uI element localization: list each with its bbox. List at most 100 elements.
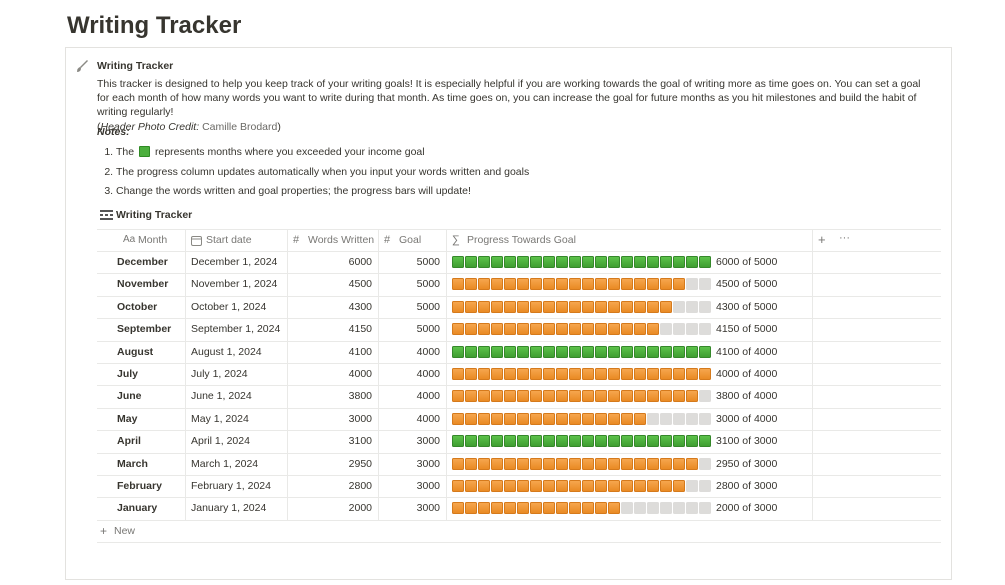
month-cell: July [117, 368, 139, 380]
progress-square [647, 368, 659, 380]
progress-square [478, 502, 490, 515]
note-text: The progress column updates automaticall… [116, 165, 530, 178]
progress-square [478, 368, 490, 380]
progress-square [530, 300, 542, 313]
progress-square [543, 323, 555, 336]
callout [65, 47, 952, 580]
progress-square [582, 480, 594, 492]
progress-square [621, 345, 633, 358]
progress-square [569, 256, 581, 268]
month-cell: December [117, 256, 168, 268]
progress-square [621, 480, 633, 492]
progress-square [517, 300, 529, 313]
goal-cell: 3000 [416, 502, 440, 515]
progress-square [582, 278, 594, 291]
progress-square [673, 345, 685, 358]
progress-square [543, 345, 555, 358]
words-cell: 2800 [348, 480, 372, 492]
goal-cell: 3000 [416, 435, 440, 448]
table-line [97, 385, 941, 387]
progress-square [582, 412, 594, 425]
progress-square [452, 480, 464, 492]
progress-square [608, 323, 620, 336]
new-row-button[interactable]: New [114, 524, 136, 537]
progress-square [634, 345, 646, 358]
progress-square [504, 345, 516, 358]
progress-square [452, 278, 464, 291]
credit-close: ) [277, 120, 281, 133]
progress-square [595, 345, 607, 358]
progress-square [556, 480, 568, 492]
progress-square [543, 300, 555, 313]
progress-square [530, 368, 542, 380]
goal-cell: 5000 [416, 278, 440, 291]
progress-square [686, 368, 698, 380]
credit-link[interactable]: Camille Brodard [202, 120, 278, 133]
column-header: Start date [206, 234, 252, 246]
month-cell: August [117, 345, 154, 358]
progress-label: 4100 of 4000 [716, 345, 778, 358]
progress-square [647, 390, 659, 403]
goal-cell: 4000 [416, 390, 440, 403]
progress-square [517, 480, 529, 492]
note-text: Change the words written and goal proper… [116, 185, 471, 198]
progress-square [452, 323, 464, 336]
progress-square [556, 278, 568, 291]
progress-label: 2000 of 3000 [716, 502, 778, 515]
table-line [97, 452, 941, 454]
progress-square [582, 368, 594, 380]
calendar-icon [191, 236, 202, 246]
progress-square [491, 435, 503, 448]
progress-bar [452, 323, 712, 336]
progress-bar [452, 368, 712, 380]
month-cell: May [117, 412, 138, 425]
more-button[interactable]: ··· [839, 232, 850, 244]
progress-square [647, 412, 659, 425]
progress-label: 6000 of 5000 [716, 256, 778, 268]
progress-bar [452, 412, 712, 425]
paragraph: This tracker is designed to help you kee… [97, 78, 921, 119]
table-line [97, 251, 941, 252]
green-square-icon [139, 146, 151, 157]
table-line [97, 318, 941, 320]
add-column-button[interactable]: + [818, 232, 826, 247]
goal-cell: 5000 [416, 300, 440, 313]
table-line [97, 229, 941, 230]
progress-square [647, 502, 659, 515]
progress-square [556, 345, 568, 358]
progress-square [543, 256, 555, 268]
table-title: Writing Tracker [116, 209, 193, 221]
progress-bar [452, 435, 712, 448]
progress-label: 2950 of 3000 [716, 457, 778, 470]
progress-square [595, 323, 607, 336]
progress-square [673, 435, 685, 448]
progress-square [543, 457, 555, 470]
progress-square [543, 390, 555, 403]
progress-square [465, 300, 477, 313]
progress-square [673, 300, 685, 313]
progress-square [660, 368, 672, 380]
progress-square [699, 390, 711, 403]
progress-square [660, 435, 672, 448]
progress-square [634, 323, 646, 336]
table-line [97, 295, 941, 297]
progress-square [569, 502, 581, 515]
words-cell: 3800 [348, 390, 372, 403]
progress-square [556, 502, 568, 515]
month-cell: February [117, 480, 162, 492]
progress-square [491, 345, 503, 358]
progress-square [608, 345, 620, 358]
progress-square [634, 435, 646, 448]
progress-square [673, 412, 685, 425]
progress-square [686, 435, 698, 448]
progress-square [543, 278, 555, 291]
progress-square [491, 323, 503, 336]
progress-square [491, 256, 503, 268]
progress-square [569, 368, 581, 380]
progress-square [673, 368, 685, 380]
progress-square [595, 435, 607, 448]
progress-square [491, 502, 503, 515]
goal-cell: 3000 [416, 480, 440, 492]
month-cell: September [117, 323, 172, 336]
progress-square [465, 278, 477, 291]
